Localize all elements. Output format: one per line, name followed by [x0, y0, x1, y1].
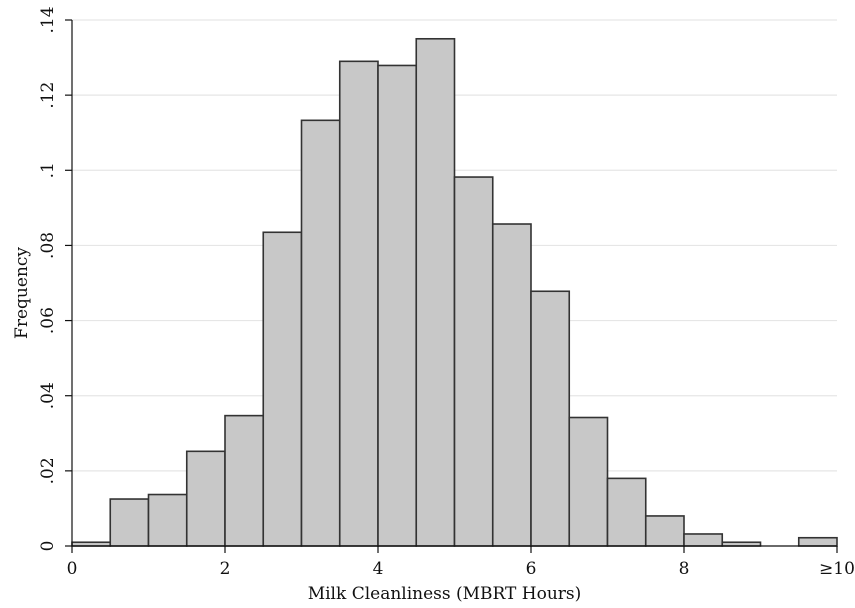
x-tick-label-4: 8	[679, 559, 690, 579]
y-tick-label-0: 0	[38, 541, 58, 552]
axes	[71, 20, 837, 547]
histogram-bar-8	[377, 64, 418, 547]
y-tick-label-5: .1	[38, 162, 58, 178]
histogram-bar-1	[109, 498, 150, 547]
histogram-bar-4	[224, 414, 265, 547]
histogram-bar-7	[338, 60, 379, 547]
x-tick-label-3: 6	[526, 559, 537, 579]
histogram-bar-13	[568, 416, 609, 547]
x-axis-ticks: 0 2 4 6 8 ≥10	[67, 546, 855, 579]
histogram-bar-16	[683, 533, 724, 547]
histogram-bars	[71, 37, 838, 547]
histogram-bar-15	[644, 515, 685, 547]
x-tick-label-5: ≥10	[819, 559, 855, 579]
histogram-bar-11	[491, 223, 532, 547]
histogram-bar-2	[147, 493, 188, 547]
histogram-bar-10	[453, 176, 494, 547]
y-tick-label-7: .14	[38, 6, 58, 33]
histogram-bar-9	[415, 37, 456, 547]
y-tick-label-3: .06	[38, 307, 58, 334]
y-axis-ticks: 0 .02 .04 .06 .08 .1 .12 .14	[38, 6, 72, 551]
x-tick-label-2: 4	[373, 559, 384, 579]
y-tick-label-4: .08	[38, 232, 58, 259]
y-tick-label-6: .12	[38, 82, 58, 109]
x-tick-label-0: 0	[67, 559, 78, 579]
y-axis-title: Frequency	[12, 247, 32, 339]
histogram-bar-18	[797, 536, 838, 547]
histogram-bar-5	[262, 231, 303, 547]
y-tick-label-1: .02	[38, 457, 58, 484]
histogram-bar-6	[300, 119, 341, 547]
histogram-bar-14	[606, 477, 647, 547]
x-tick-label-1: 2	[220, 559, 231, 579]
x-axis-title: Milk Cleanliness (MBRT Hours)	[308, 584, 582, 604]
histogram-bar-3	[185, 450, 226, 547]
y-tick-label-2: .04	[38, 382, 58, 409]
histogram-bar-12	[530, 290, 571, 547]
